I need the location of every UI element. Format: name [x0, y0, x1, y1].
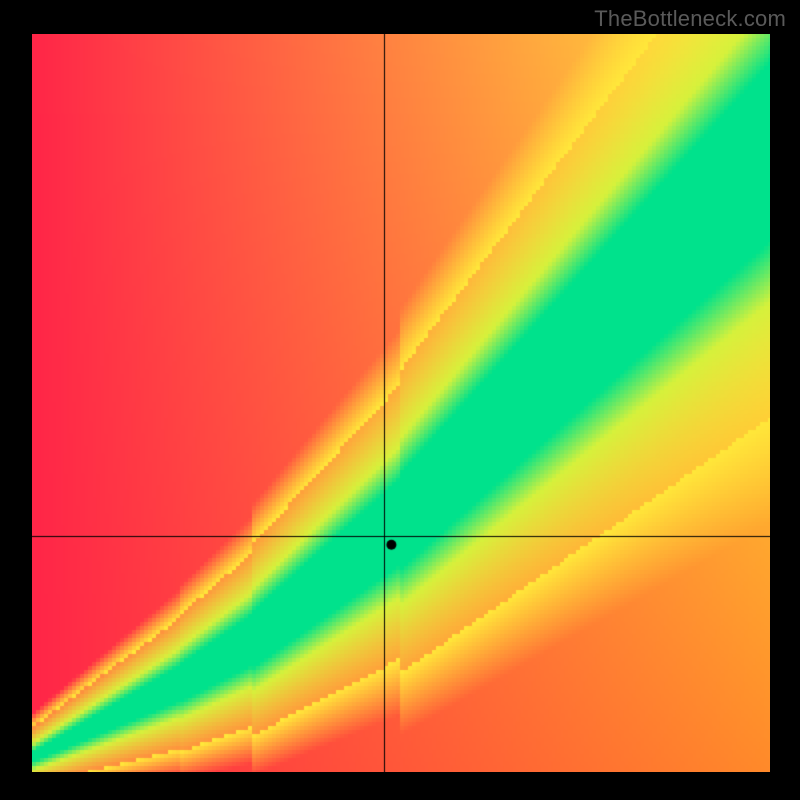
watermark-label: TheBottleneck.com [594, 6, 786, 32]
chart-container: TheBottleneck.com [0, 0, 800, 800]
bottleneck-heatmap [32, 34, 770, 772]
